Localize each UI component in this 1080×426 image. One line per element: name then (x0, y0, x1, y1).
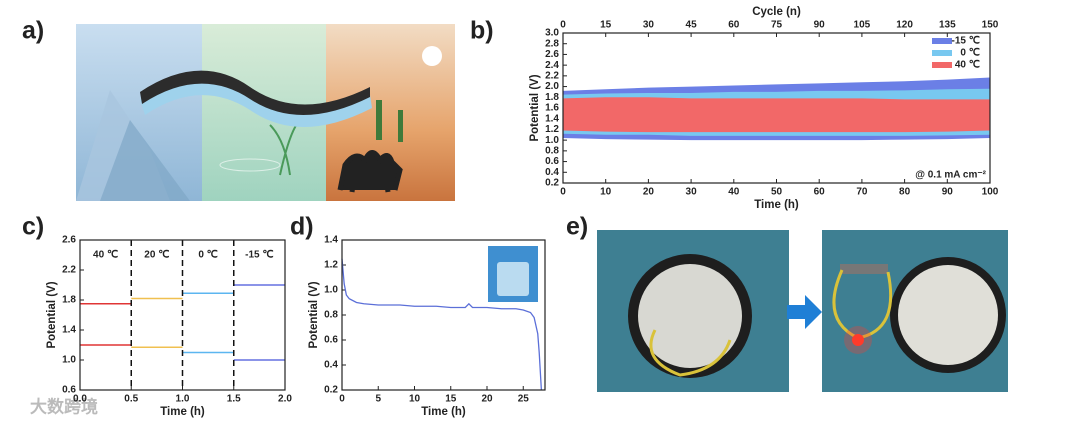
x2-tick-label: 150 (982, 20, 999, 31)
x-tick-label: 25 (518, 394, 530, 405)
x2-tick-label: 0 (560, 20, 566, 31)
y-tick-label: 1.2 (545, 124, 559, 135)
y-tick-label: 2.8 (545, 38, 559, 49)
panel-label: b) (470, 17, 494, 45)
y-tick-label: 1.8 (545, 92, 559, 103)
y-tick-label: 1.2 (324, 260, 338, 271)
panel-label: d) (290, 213, 314, 241)
line (341, 258, 543, 391)
x-tick-label: 1.0 (176, 394, 190, 405)
y-tick-label: 1.0 (62, 355, 76, 366)
legend-swatch (932, 50, 952, 56)
x-tick-label: 1.5 (227, 394, 241, 405)
y-tick-label: 2.2 (62, 265, 76, 276)
y-tick-label: 1.6 (545, 103, 559, 114)
x-tick-label: 0 (560, 187, 566, 198)
legend-swatch (932, 62, 952, 68)
band (563, 97, 990, 133)
annotation: @ 0.1 mA cm⁻² (915, 170, 986, 181)
panel-label: a) (22, 17, 44, 45)
segment-label: 40 ℃ (93, 250, 118, 261)
x2-tick-label: 135 (939, 20, 956, 31)
x2-tick-label: 45 (686, 20, 698, 31)
y-tick-label: 2.6 (545, 49, 559, 60)
inset-photo (488, 246, 538, 302)
y-tick-label: 1.0 (324, 285, 338, 296)
plot-frame (79, 239, 286, 391)
segment-label: 20 ℃ (144, 250, 169, 261)
x-tick-label: 40 (728, 187, 740, 198)
x-tick-label: 15 (445, 394, 457, 405)
x-tick-label: 20 (481, 394, 493, 405)
x-tick-label: 10 (409, 394, 421, 405)
x2-tick-label: 15 (600, 20, 612, 31)
x2-tick-label: 90 (814, 20, 826, 31)
y-tick-label: 0.2 (324, 385, 338, 396)
x-tick-label: 70 (856, 187, 868, 198)
y-tick-label: 3.0 (545, 28, 559, 39)
y-tick-label: 1.4 (62, 325, 76, 336)
watermark: 大数跨境 (30, 396, 98, 416)
y-tick-label: 2.0 (545, 81, 559, 92)
x-tick-label: 0 (339, 394, 345, 405)
x-tick-label: 50 (771, 187, 783, 198)
y-axis-title: Potential (V) (529, 74, 541, 141)
x-axis-title: Time (h) (160, 406, 205, 418)
legend-swatch (932, 38, 952, 44)
y-tick-label: 0.6 (545, 156, 559, 167)
segment-label: 0 ℃ (198, 250, 218, 261)
x-tick-label: 5 (375, 394, 381, 405)
y-tick-label: 1.0 (545, 135, 559, 146)
y-tick-label: 0.6 (324, 335, 338, 346)
segment-label: -15 ℃ (245, 250, 273, 261)
legend-label: 40 ℃ (955, 60, 980, 71)
y-tick-label: 0.4 (545, 167, 559, 178)
y-tick-label: 0.6 (62, 385, 76, 396)
x2-tick-label: 105 (854, 20, 871, 31)
x-tick-label: 10 (600, 187, 612, 198)
x-axis-title: Time (h) (421, 406, 466, 418)
y-tick-label: 1.4 (545, 113, 559, 124)
legend-label: 0 ℃ (960, 48, 980, 59)
x2-tick-label: 75 (771, 20, 783, 31)
y-tick-label: 0.4 (324, 360, 338, 371)
photo (597, 230, 1008, 392)
x-tick-label: 100 (982, 187, 999, 198)
x-tick-label: 90 (942, 187, 954, 198)
x-tick-label: 20 (643, 187, 655, 198)
x2-axis-title: Cycle (n) (752, 6, 801, 18)
x-axis-title: Time (h) (754, 199, 799, 211)
y-tick-label: 2.4 (545, 60, 559, 71)
x2-tick-label: 120 (896, 20, 913, 31)
x-tick-label: 0.0 (73, 394, 87, 405)
y-tick-label: 0.8 (545, 145, 559, 156)
x-tick-label: 30 (686, 187, 698, 198)
arrow (787, 295, 822, 329)
y-tick-label: 2.2 (545, 70, 559, 81)
y-tick-label: 0.2 (545, 178, 559, 189)
plot-frame (341, 239, 546, 391)
x-tick-label: 2.0 (278, 394, 292, 405)
x-tick-label: 0.5 (124, 394, 138, 405)
y-axis-title: Potential (V) (308, 281, 320, 348)
legend-label: -15 ℃ (952, 36, 980, 47)
panel-label: e) (566, 213, 588, 241)
x-tick-label: 60 (814, 187, 826, 198)
x2-tick-label: 60 (728, 20, 740, 31)
panel-label: c) (22, 213, 44, 241)
y-tick-label: 0.8 (324, 310, 338, 321)
y-tick-label: 2.6 (62, 235, 76, 246)
y-tick-label: 1.8 (62, 295, 76, 306)
x-tick-label: 80 (899, 187, 911, 198)
y-tick-label: 1.4 (324, 235, 338, 246)
illustration (76, 24, 455, 201)
y-axis-title: Potential (V) (46, 281, 58, 348)
x2-tick-label: 30 (643, 20, 655, 31)
plot-frame (562, 32, 991, 184)
